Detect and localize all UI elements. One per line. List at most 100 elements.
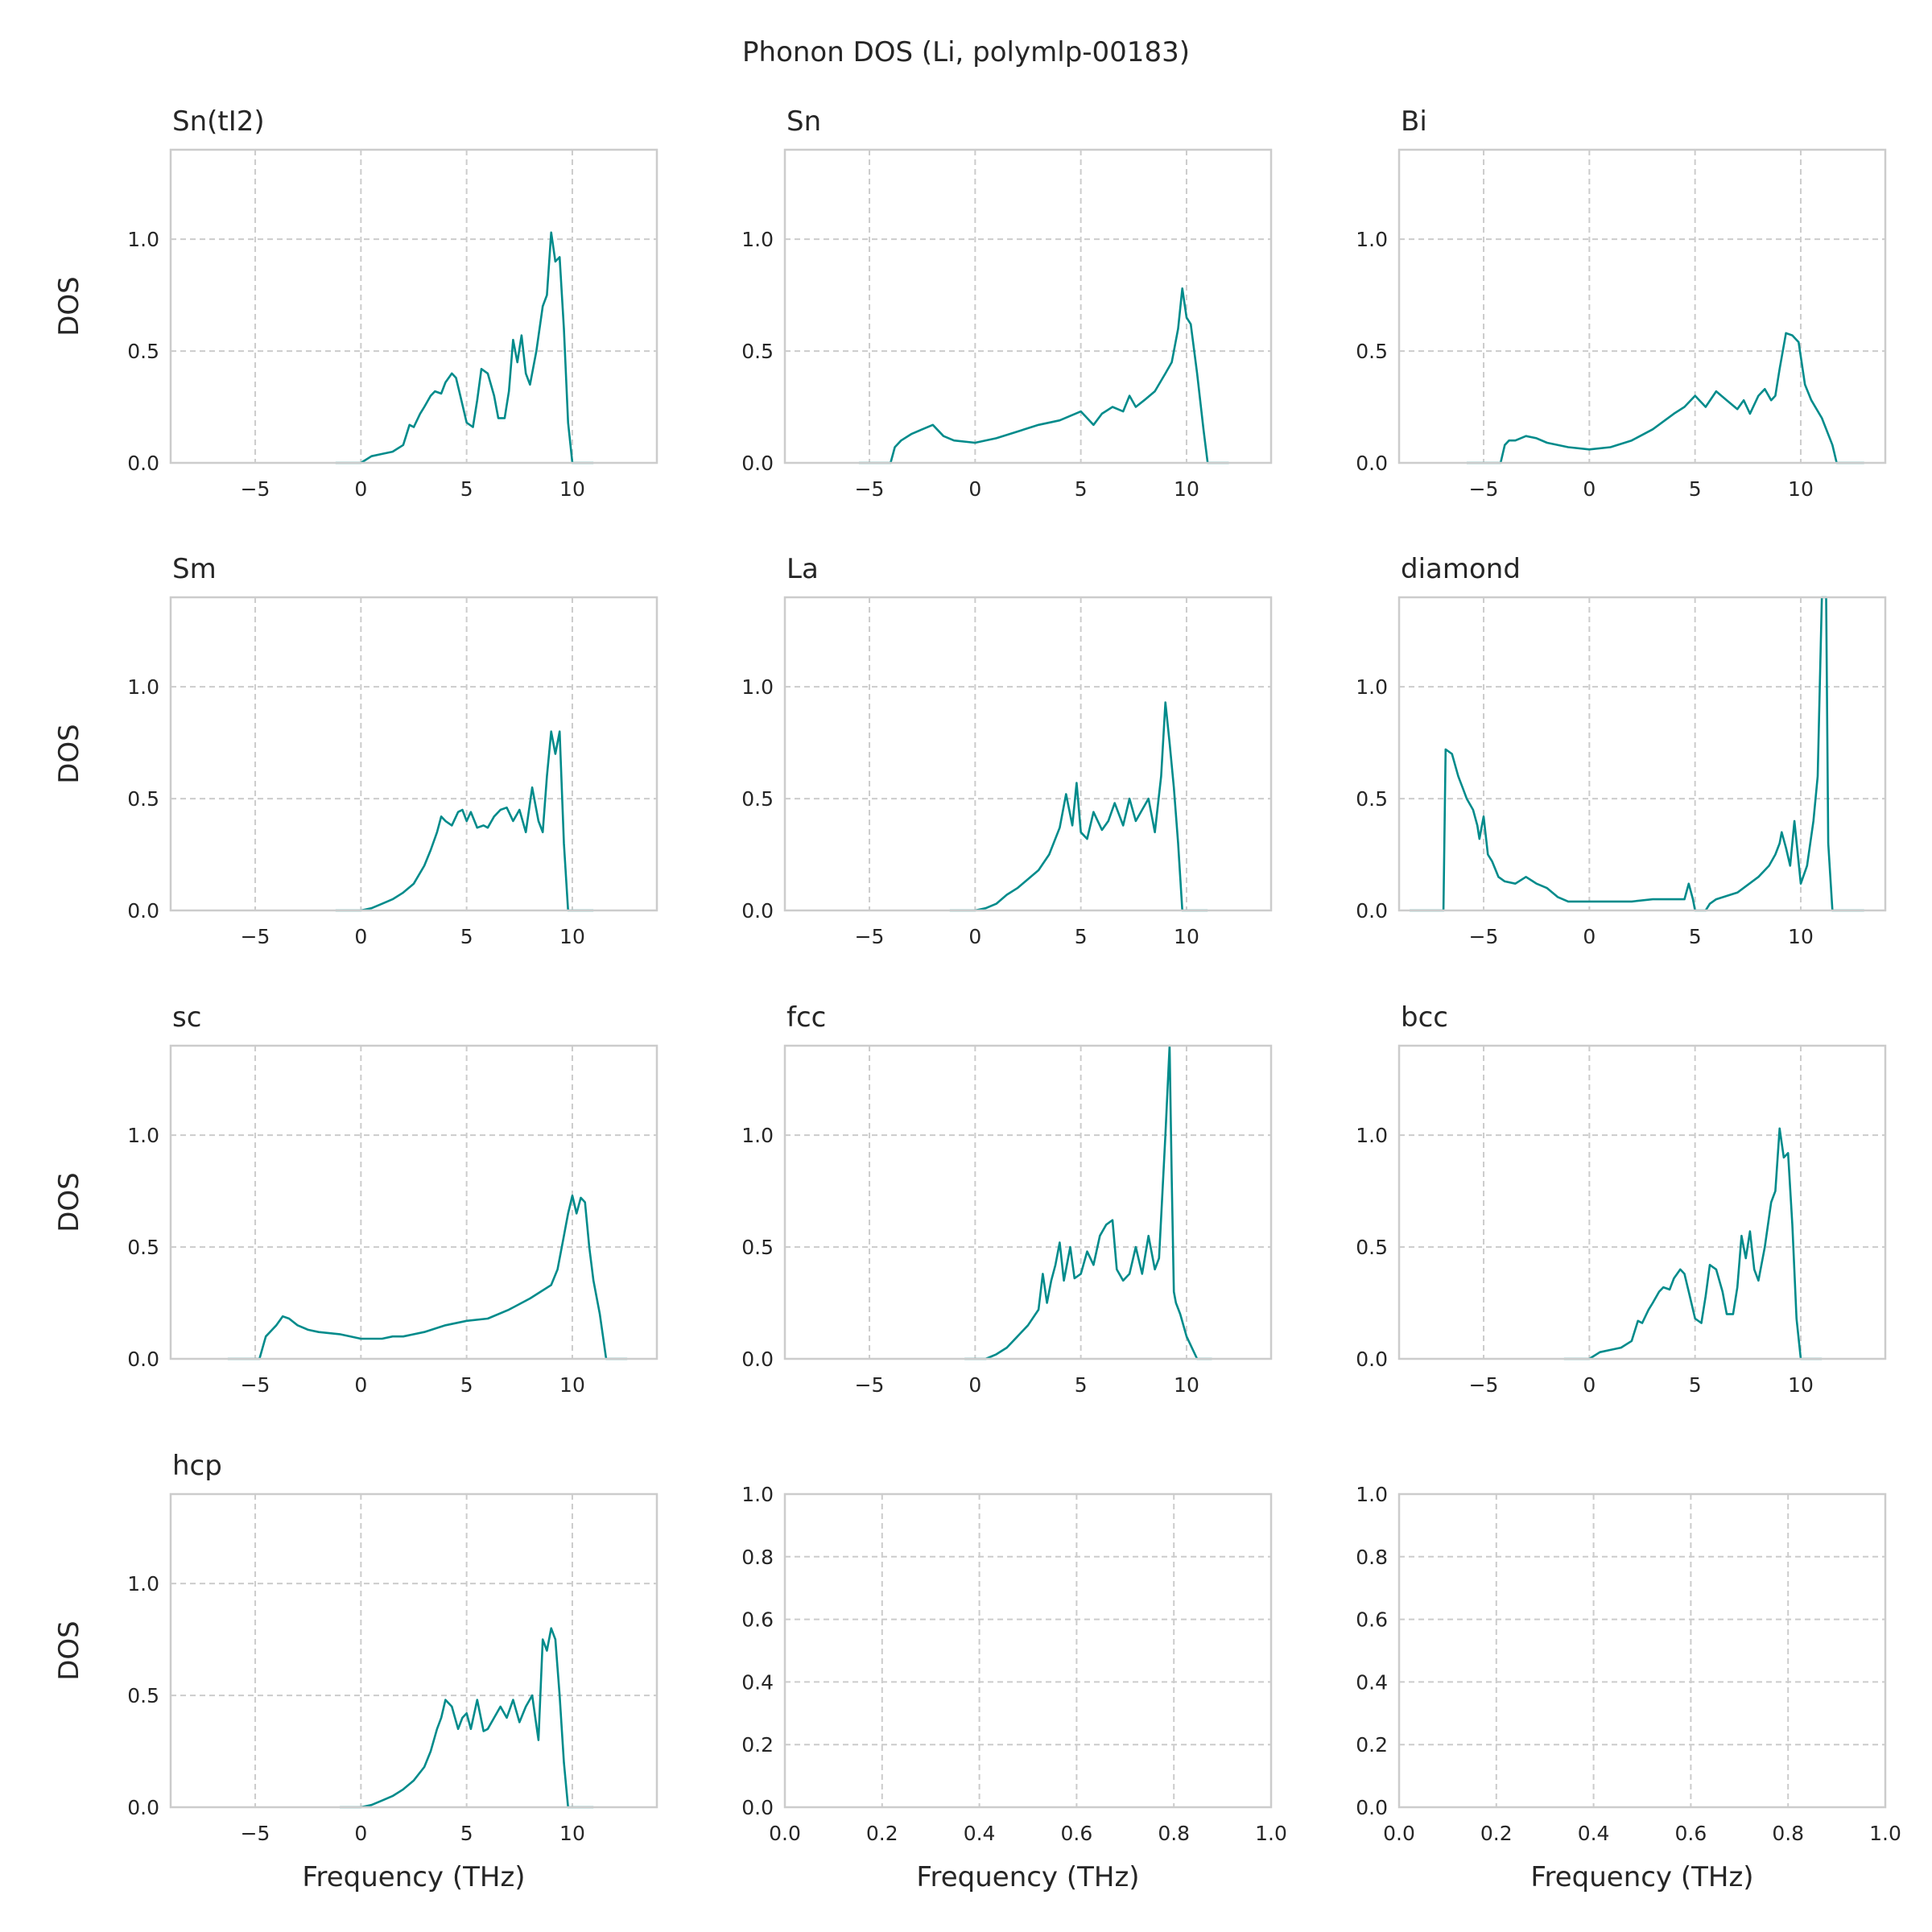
y-tick-label: 1.0 [741, 228, 774, 251]
dos-curve [1467, 332, 1864, 464]
x-tick-label: 0.6 [1675, 1822, 1707, 1845]
y-tick-label: 0.0 [1356, 1796, 1388, 1819]
subplot-title: diamond [1401, 553, 1521, 585]
subplot-6: −5 0 5 10 0.0 0.5 1.0 diamond [1356, 553, 1887, 948]
y-tick-label: 0.5 [127, 787, 159, 811]
x-axis-label: Frequency (THz) [1530, 1861, 1753, 1893]
y-tick-label: 1.0 [127, 675, 159, 699]
subplot-title: hcp [172, 1450, 222, 1482]
figure-suptitle: Phonon DOS (Li, polymlp-00183) [742, 36, 1190, 68]
y-tick-label: 0.4 [1356, 1670, 1388, 1694]
x-tick-label: 0 [1583, 1373, 1596, 1397]
x-tick-label: 10 [559, 1373, 585, 1397]
x-tick-label: −5 [855, 925, 885, 948]
x-tick-label: 0 [354, 1822, 367, 1845]
x-tick-label: 0.2 [866, 1822, 898, 1845]
subplot-title: bcc [1401, 1001, 1448, 1034]
x-tick-label: 0.0 [1383, 1822, 1415, 1845]
dos-curve [335, 730, 594, 912]
y-axis-label: DOS [53, 724, 85, 784]
dos-curve [335, 231, 594, 464]
dos-curve [227, 1194, 628, 1360]
subplot-title: La [786, 553, 819, 585]
y-tick-label: 0.8 [1356, 1546, 1388, 1569]
y-tick-label: 0.0 [741, 899, 774, 923]
y-tick-label: 0.6 [1356, 1608, 1388, 1632]
y-tick-label: 1.0 [127, 1124, 159, 1147]
x-tick-label: 1.0 [1255, 1822, 1287, 1845]
x-tick-label: 0 [1583, 477, 1596, 501]
x-tick-label: 5 [460, 1373, 473, 1397]
subplot-title: Sm [172, 553, 217, 585]
y-axis-label: DOS [53, 1172, 85, 1232]
x-tick-label: 0.6 [1061, 1822, 1093, 1845]
x-axis-label: Frequency (THz) [916, 1861, 1139, 1893]
y-tick-label: 1.0 [741, 675, 774, 699]
axes-frame [169, 1044, 658, 1360]
x-tick-label: −5 [1469, 477, 1499, 501]
axes-frame [783, 1044, 1273, 1360]
x-tick-label: 0.0 [769, 1822, 801, 1845]
subplot-10: −5 0 5 10 0.0 0.5 1.0 hcp DOS Frequency (THz) [53, 1450, 658, 1893]
dos-curve [964, 1044, 1212, 1360]
x-tick-label: 10 [1174, 925, 1199, 948]
y-tick-label: 0.0 [1356, 1348, 1388, 1371]
y-tick-label: 0.5 [741, 1236, 774, 1259]
y-tick-label: 1.0 [1356, 1483, 1388, 1506]
axes-frame [783, 1492, 1273, 1809]
axes-frame [169, 596, 658, 912]
x-tick-label: 10 [559, 925, 585, 948]
y-tick-label: 0.0 [741, 1796, 774, 1819]
x-tick-label: 10 [559, 477, 585, 501]
x-tick-label: 10 [1174, 1373, 1199, 1397]
x-tick-label: 5 [460, 1822, 473, 1845]
y-tick-label: 0.0 [741, 452, 774, 475]
subplot-8: −5 0 5 10 0.0 0.5 1.0 fcc [741, 1001, 1273, 1397]
subplot-title: Sn(tI2) [172, 105, 265, 138]
y-tick-label: 1.0 [741, 1124, 774, 1147]
x-tick-label: 0 [968, 1373, 981, 1397]
x-tick-label: −5 [241, 925, 270, 948]
x-tick-label: −5 [241, 477, 270, 501]
x-tick-label: −5 [1469, 1373, 1499, 1397]
x-tick-label: 0 [354, 477, 367, 501]
y-tick-label: 0.4 [741, 1670, 774, 1694]
subplot-4: −5 0 5 10 0.0 0.5 1.0 Sm DOS [53, 553, 658, 948]
x-tick-label: −5 [855, 1373, 885, 1397]
y-tick-label: 1.0 [1356, 228, 1388, 251]
x-tick-label: 5 [1689, 925, 1702, 948]
x-tick-label: 0 [968, 477, 981, 501]
x-tick-label: 0 [1583, 925, 1596, 948]
subplot-12: 0.0 0.2 0.4 0.6 0.8 1.0 0.0 0.2 0.4 0.6 0.8 1.0 Freq… [1356, 1483, 1901, 1893]
subplot-title: Bi [1401, 105, 1427, 138]
subplot-title: fcc [786, 1001, 826, 1034]
x-tick-label: 0 [968, 925, 981, 948]
x-tick-label: 10 [559, 1822, 585, 1845]
axes-frame [1397, 596, 1887, 912]
subplot-title: sc [172, 1001, 201, 1034]
y-tick-label: 0.2 [1356, 1733, 1388, 1757]
y-tick-label: 0.0 [741, 1348, 774, 1371]
axes-frame [1397, 1492, 1887, 1809]
x-tick-label: 10 [1788, 1373, 1814, 1397]
subplot-title: Sn [786, 105, 821, 138]
x-tick-label: 1.0 [1869, 1822, 1901, 1845]
x-tick-label: 10 [1788, 477, 1814, 501]
y-tick-label: 1.0 [1356, 1124, 1388, 1147]
y-tick-label: 1.0 [127, 228, 159, 251]
x-tick-label: 0.4 [964, 1822, 996, 1845]
subplot-3: −5 0 5 10 0.0 0.5 1.0 Bi [1356, 105, 1887, 501]
x-tick-label: 0 [354, 925, 367, 948]
y-tick-label: 0.0 [127, 899, 159, 923]
x-tick-label: 0.8 [1158, 1822, 1190, 1845]
dos-curve [949, 701, 1208, 912]
x-tick-label: 5 [1689, 477, 1702, 501]
y-tick-label: 0.0 [1356, 899, 1388, 923]
x-tick-label: −5 [855, 477, 885, 501]
x-tick-label: 0 [354, 1373, 367, 1397]
y-tick-label: 0.8 [741, 1546, 774, 1569]
x-tick-label: 5 [460, 477, 473, 501]
y-tick-label: 0.0 [1356, 452, 1388, 475]
y-tick-label: 0.5 [1356, 340, 1388, 363]
